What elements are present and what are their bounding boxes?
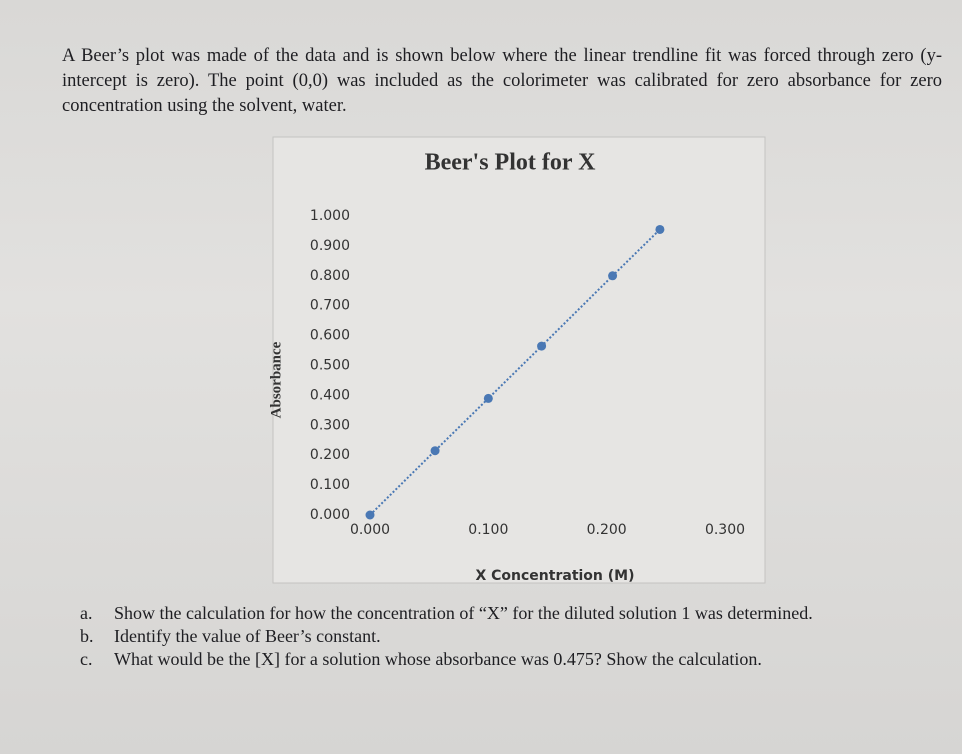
y-tick-label: 1.000	[310, 208, 350, 224]
y-tick-label: 0.900	[310, 238, 350, 254]
y-tick-label: 0.000	[310, 507, 350, 523]
question-text: Identify the value of Beer’s constant.	[114, 626, 381, 646]
data-point	[608, 271, 618, 281]
question-label: a.	[80, 603, 93, 623]
data-point	[430, 446, 440, 456]
data-point	[655, 224, 665, 234]
question: c. What would be the [X] for a solution w…	[80, 648, 940, 671]
questions: a. Show the calculation for how the conce…	[80, 602, 940, 671]
y-tick-label: 0.400	[310, 387, 350, 403]
y-tick-label: 0.300	[310, 417, 350, 433]
y-tick-label: 0.200	[310, 447, 350, 463]
y-tick-label: 0.600	[310, 328, 350, 344]
y-tick-label: 0.100	[310, 477, 350, 493]
question: a. Show the calculation for how the conce…	[80, 602, 940, 625]
question-label: c.	[80, 649, 93, 669]
x-tick-label: 0.000	[350, 522, 390, 538]
question-text: Show the calculation for how the concent…	[114, 603, 813, 623]
y-tick-label: 0.700	[310, 298, 350, 314]
y-tick-label: 0.800	[310, 268, 350, 284]
intro-paragraph: A Beer’s plot was made of the data and i…	[62, 46, 942, 116]
chart-frame	[272, 136, 766, 584]
x-axis-title: X Concentration (M)	[475, 568, 634, 584]
chart-title: Beer's Plot for X	[425, 150, 597, 176]
y-tick-label: 0.500	[310, 358, 350, 374]
question-label: b.	[80, 626, 94, 646]
y-axis-title: Absorbance	[268, 341, 284, 418]
x-tick-label: 0.100	[468, 522, 508, 538]
trendline	[369, 228, 661, 516]
data-point	[537, 341, 547, 351]
question-text: What would be the [X] for a solution who…	[114, 649, 762, 669]
question: b. Identify the value of Beer’s constant.	[80, 625, 940, 648]
data-point	[365, 510, 375, 520]
x-tick-label: 0.200	[587, 522, 627, 538]
data-point	[483, 393, 493, 403]
x-tick-label: 0.300	[705, 522, 745, 538]
